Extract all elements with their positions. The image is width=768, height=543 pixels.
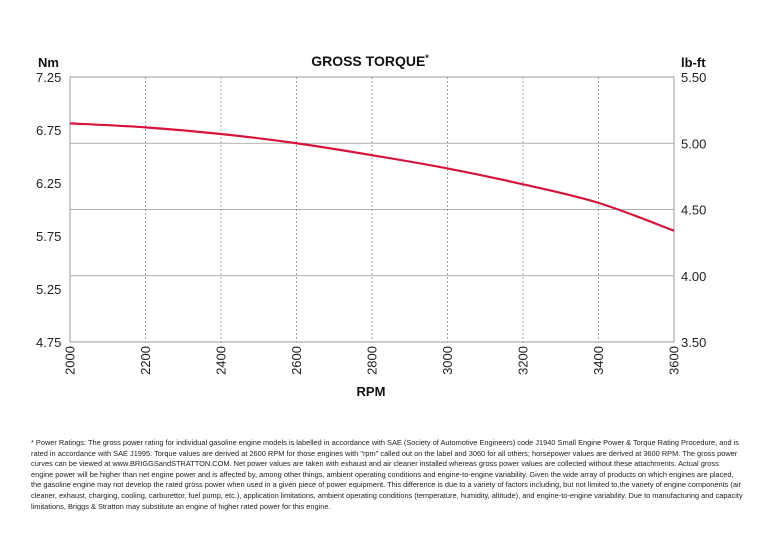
left-tick-label: 4.75 [36, 335, 61, 350]
left-tick-label: 6.25 [36, 176, 61, 191]
x-tick-label: 2800 [365, 346, 380, 375]
chart-title: GROSS TORQUE* [311, 53, 429, 69]
right-tick-label: 4.00 [681, 269, 706, 284]
left-tick-labels: 7.25 6.75 6.25 5.75 5.25 4.75 [36, 70, 61, 350]
right-tick-label: 5.00 [681, 136, 706, 151]
x-tick-label: 3400 [591, 346, 606, 375]
x-tick-label: 2200 [138, 346, 153, 375]
right-tick-labels: 5.50 5.00 4.50 4.00 3.50 [681, 70, 706, 350]
right-tick-label: 3.50 [681, 335, 706, 350]
x-tick-label: 3000 [440, 346, 455, 375]
x-tick-label: 2000 [63, 346, 78, 375]
x-tick-labels: 2000 2200 2400 2600 2800 3000 3200 3400 3600 [63, 346, 682, 375]
grid-lines [70, 77, 674, 342]
x-tick-label: 3600 [667, 346, 682, 375]
left-tick-label: 5.75 [36, 229, 61, 244]
x-tick-label: 2600 [289, 346, 304, 375]
torque-chart: GROSS TORQUE* Nm lb-ft 7.25 6.75 6.25 5.75 5… [36, 53, 706, 399]
left-tick-label: 7.25 [36, 70, 61, 85]
x-tick-label: 2400 [214, 346, 229, 375]
plot-frame [69, 76, 675, 343]
left-tick-label: 6.75 [36, 123, 61, 138]
power-ratings-footnote: * Power Ratings: The gross power rating … [31, 438, 743, 511]
right-tick-label: 4.50 [681, 203, 706, 218]
right-tick-label: 5.50 [681, 70, 706, 85]
x-tick-label: 3200 [516, 346, 531, 375]
x-axis-label: RPM [357, 384, 386, 399]
torque-curve [69, 122, 675, 232]
series-layer [69, 122, 675, 232]
right-axis-unit: lb-ft [681, 55, 706, 70]
left-axis-unit: Nm [38, 55, 59, 70]
title-asterisk: * [425, 53, 429, 63]
left-tick-label: 5.25 [36, 282, 61, 297]
